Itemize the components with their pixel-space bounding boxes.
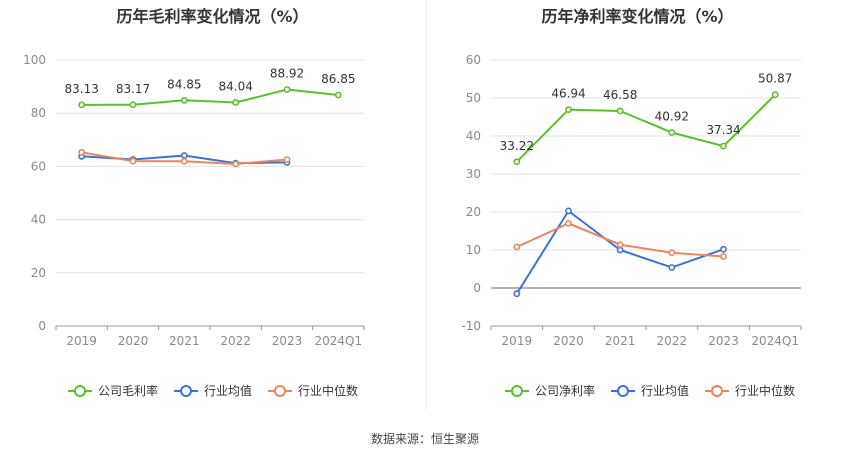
data-point (565, 207, 572, 215)
data-label: 33.22 (500, 139, 534, 153)
legend-marker-circle (274, 385, 286, 397)
data-point (232, 160, 240, 168)
data-label: 86.85 (321, 72, 355, 86)
legend-label: 行业中位数 (735, 383, 795, 398)
data-label: 83.13 (64, 82, 98, 96)
chart-title: 历年毛利率变化情况（%） (116, 7, 309, 26)
y-tick-label: 100 (23, 53, 46, 67)
x-tick-label: 2024Q1 (315, 334, 363, 348)
x-tick-label: 2019 (502, 334, 533, 348)
x-tick-label: 2022 (657, 334, 688, 348)
data-point (668, 249, 676, 257)
x-tick-label: 2019 (66, 334, 97, 348)
series-line-0 (81, 88, 339, 106)
data-label: 84.04 (218, 79, 252, 93)
data-point (129, 157, 137, 165)
x-tick-label: 2022 (220, 334, 251, 348)
x-tick-label: 2020 (118, 334, 149, 348)
data-point (180, 157, 188, 165)
data-label: 84.85 (167, 77, 201, 91)
y-tick-label: 40 (31, 213, 46, 227)
chart-title: 历年净利率变化情况（%） (541, 7, 734, 26)
data-point (78, 101, 86, 109)
legend-marker-circle (511, 385, 523, 397)
y-tick-label: 80 (31, 106, 46, 120)
legend-label: 公司净利率 (535, 383, 595, 398)
y-tick-label: 40 (466, 129, 481, 143)
legend-marker-circle (711, 385, 723, 397)
data-label: 88.92 (270, 66, 304, 80)
data-source-note: 数据来源：恒生聚源 (370, 432, 479, 446)
data-point (283, 156, 291, 163)
gross-margin-chart-panel: 历年毛利率变化情况（%） 0 20 40 60 80 100 2019 2020 2021 202… (23, 7, 365, 398)
legend-label: 行业中位数 (298, 383, 358, 398)
y-tick-label: 0 (38, 319, 46, 333)
y-tick-label: 30 (466, 167, 481, 181)
data-label: 40.92 (655, 110, 689, 124)
data-point (720, 253, 727, 260)
data-point (513, 243, 521, 251)
legend-marker-circle (617, 385, 629, 397)
y-tick-label: 60 (466, 53, 481, 67)
data-point (129, 101, 137, 109)
y-tick-label: 20 (31, 266, 46, 280)
y-tick-label: 60 (31, 159, 46, 173)
data-label: 37.34 (706, 123, 740, 137)
x-tick-label: 2021 (169, 334, 200, 348)
gross-margin-chart: 0 20 40 60 80 100 2019 2020 2021 2022 2023 2024Q1 83… (23, 53, 365, 398)
y-tick-label: 0 (473, 281, 481, 295)
x-tick-label: 2020 (553, 334, 584, 348)
legend-label: 行业均值 (641, 383, 689, 398)
x-tick-label: 2021 (605, 334, 636, 348)
data-point (180, 152, 188, 159)
data-point (616, 246, 624, 254)
net-margin-chart-panel: 历年净利率变化情况（%） -10 0 10 20 30 40 50 60 2019 2020 202… (425, 0, 850, 459)
x-tick-label: 2023 (708, 334, 739, 348)
data-point (78, 148, 86, 156)
data-point (565, 106, 572, 114)
data-point (720, 245, 727, 253)
net-margin-chart: -10 0 10 20 30 40 50 60 2019 2020 2021 2022 2023 2024… (461, 53, 802, 398)
data-point (668, 129, 676, 136)
data-point (668, 264, 676, 271)
x-tick-label: 2024Q1 (751, 334, 799, 348)
data-point (565, 219, 572, 227)
data-point (771, 91, 779, 99)
legend-label: 行业均值 (204, 383, 252, 398)
panel-divider (426, 0, 427, 410)
y-tick-label: 20 (466, 205, 481, 219)
y-tick-label: 50 (466, 91, 481, 105)
data-point (616, 107, 624, 115)
data-point (180, 96, 188, 104)
data-label: 50.87 (758, 72, 792, 86)
series-line-0 (516, 93, 776, 163)
y-tick-label: 10 (466, 243, 481, 257)
y-tick-label: -10 (461, 319, 481, 333)
data-point (616, 241, 624, 249)
data-point (720, 142, 727, 150)
data-label: 46.58 (603, 88, 637, 102)
legend-marker-circle (74, 385, 86, 397)
data-point (513, 158, 521, 166)
data-point (513, 290, 521, 298)
data-label: 83.17 (116, 82, 150, 96)
data-label: 46.94 (551, 87, 585, 101)
legend-label: 公司毛利率 (98, 383, 158, 398)
data-point (334, 91, 342, 99)
legend-marker-circle (180, 385, 192, 397)
data-point (283, 86, 291, 93)
data-point (232, 99, 240, 106)
x-tick-label: 2023 (272, 334, 303, 348)
